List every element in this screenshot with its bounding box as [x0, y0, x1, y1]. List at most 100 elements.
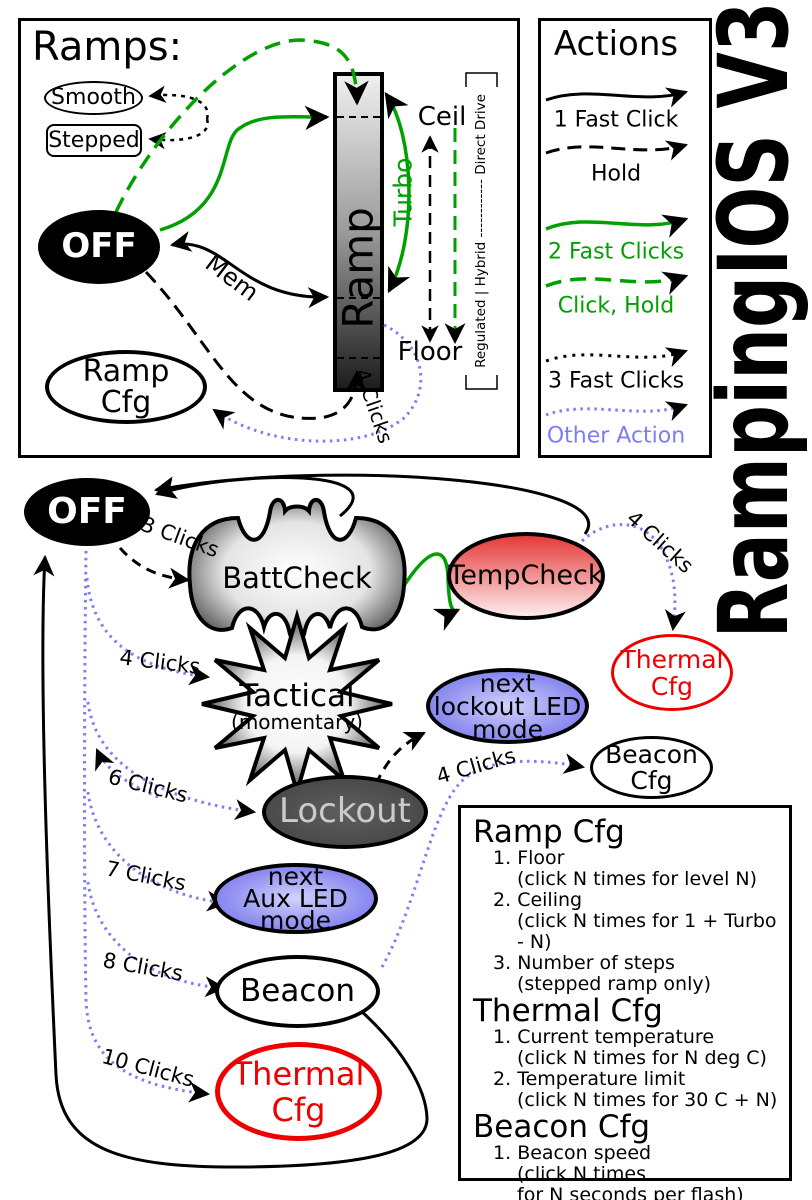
info-note: (click N times	[517, 1163, 646, 1185]
config-info-panel: Ramp Cfg 1. Floor (click N times for lev…	[458, 805, 792, 1200]
thermal-cfg-right-line2: Cfg	[650, 671, 694, 701]
info-item: 1. Floor	[493, 848, 779, 869]
tactical-momentary-label: (momentary)	[231, 710, 363, 734]
legend-label-hold: Hold	[590, 161, 642, 187]
battcheck-label: BattCheck	[222, 561, 372, 595]
off-label: OFF	[47, 491, 127, 533]
edge-off-4clicks-tactical	[85, 577, 211, 686]
edge-off-2clicks-to-ceiling	[159, 105, 330, 232]
thermal-cfg-bottom-line2: Cfg	[271, 1090, 326, 1129]
page-title: RampingIOS V3	[698, 1, 810, 639]
node-next-aux-led-mode: next Aux LED mode	[213, 863, 378, 934]
lockout-label: Lockout	[279, 791, 411, 832]
edge-turbo-arc	[384, 91, 411, 294]
ramp-bar	[333, 72, 384, 392]
legend-label-1-fast-click: 1 Fast Click	[553, 107, 679, 133]
ramp-cfg-top-line2: Cfg	[100, 385, 152, 420]
off-top-label: OFF	[61, 226, 137, 267]
floor-label: Floor	[397, 337, 463, 367]
edge-off-8clicks-beacon	[86, 881, 227, 998]
info-item: 1. Beacon speed	[493, 1143, 779, 1164]
item-num: 2.	[493, 1068, 512, 1090]
edge-beacon-4clicks-beaconcfg	[380, 753, 586, 968]
legend-arrow-other-action	[545, 401, 688, 422]
info-item: 1. Current temperature	[493, 1027, 779, 1048]
legend-label-click-hold: Click, Hold	[557, 293, 675, 319]
thermal-cfg-right-line1: Thermal	[620, 644, 724, 674]
item-title: Ceiling	[517, 889, 583, 911]
turbo-label: Turbo	[388, 157, 418, 227]
edge-toggle-to-stepped	[148, 118, 209, 150]
node-next-lockout-led-mode: next lockout LED mode	[426, 668, 589, 744]
info-heading-ramp-cfg: Ramp Cfg	[473, 814, 625, 850]
legend-label-3-fast-clicks: 3 Fast Clicks	[547, 368, 685, 394]
edge-off-clickhold-to-ceiling	[114, 38, 369, 213]
item-num: 1.	[493, 847, 512, 869]
node-beacon: Beacon	[215, 955, 380, 1028]
edge-tempcheck-to-off	[153, 473, 590, 535]
lockout-led-line1: next	[479, 668, 536, 698]
info-item: 2. Temperature limit	[493, 1069, 779, 1090]
edge-off-7clicks-auxled	[86, 791, 229, 912]
item-num: 1.	[493, 1026, 512, 1048]
edge-off-10clicks-thermalcfg	[83, 550, 211, 1103]
info-note: (click N times for 1 + Turbo - N)	[517, 910, 777, 953]
edge-off-mem-ramp	[169, 231, 330, 309]
info-heading-thermal-cfg: Thermal Cfg	[473, 993, 663, 1029]
ramp-cfg-top-line1: Ramp	[82, 354, 170, 389]
tactical-label: Tactical	[239, 678, 355, 714]
edge-ramp-4clicks-to-rampcfg	[212, 323, 423, 443]
edge-off-6clicks-lockout	[86, 701, 257, 821]
info-note: (stepped ramp only)	[517, 973, 712, 995]
legend-label-2-fast-clicks: 2 Fast Clicks	[547, 239, 685, 265]
info-heading-beacon-cfg: Beacon Cfg	[473, 1109, 651, 1145]
info-note: (click N times for 30 C + N)	[517, 1089, 778, 1111]
item-title: Number of steps	[517, 952, 675, 974]
aux-led-line3: mode	[260, 905, 331, 935]
edge-modes-return-to-off	[33, 554, 429, 1169]
edge-battcheck-to-off	[154, 475, 355, 518]
item-title: Beacon speed	[517, 1142, 652, 1164]
node-off-top: OFF	[38, 210, 160, 284]
stepped-label: Stepped	[48, 127, 140, 153]
edge-tempcheck-4clicks-thermalcfg	[580, 523, 686, 632]
item-num: 3.	[493, 952, 512, 974]
smooth-label: Smooth	[51, 85, 136, 111]
regulation-axis-label: Regulated | Hybrid ------------ Direct D…	[473, 94, 489, 368]
node-thermal-cfg-bottom: Thermal Cfg	[215, 1042, 382, 1141]
item-title: Floor	[517, 847, 565, 869]
info-item: 2. Ceiling	[493, 890, 779, 911]
legend-arrow-click-hold	[545, 271, 689, 295]
legend-arrow-1-fast-click	[545, 87, 689, 108]
legend-arrow-hold	[545, 140, 689, 161]
item-title: Current temperature	[517, 1026, 715, 1048]
node-stepped-ramp: Stepped	[46, 124, 142, 157]
node-off: OFF	[24, 478, 150, 546]
tempcheck-label: TempCheck	[448, 559, 604, 591]
edge-off-3clicks-battcheck	[118, 546, 191, 589]
beacon-cfg-line1: Beacon	[605, 739, 698, 769]
legend-arrow-3-fast-clicks	[545, 347, 688, 368]
ramp-bar-label: Ramp	[333, 207, 383, 329]
ramps-panel-title: Ramps:	[32, 24, 183, 70]
node-smooth-ramp: Smooth	[44, 81, 143, 115]
ceil-label: Ceil	[417, 102, 467, 132]
info-note: (click N times for level N)	[517, 868, 758, 890]
axis-bracket	[465, 72, 498, 390]
node-beacon-cfg: Beacon Cfg	[590, 736, 713, 799]
battcheck-bat-shape	[187, 497, 407, 644]
node-lockout: Lockout	[262, 775, 428, 849]
node-tempcheck: TempCheck	[447, 532, 605, 620]
lockout-led-line2: lockout LED	[433, 691, 582, 721]
node-ramp-cfg-top: Ramp Cfg	[45, 350, 207, 424]
lockout-led-line3: mode	[472, 714, 543, 744]
info-item: 3. Number of steps	[493, 953, 779, 974]
beacon-cfg-line2: Cfg	[630, 765, 673, 795]
ramps-panel	[18, 18, 520, 458]
thermal-cfg-bottom-line1: Thermal	[232, 1054, 365, 1093]
beacon-label: Beacon	[240, 973, 355, 1010]
info-note: for N seconds per flash)	[517, 1184, 744, 1200]
actions-panel	[538, 18, 712, 458]
item-title: Temperature limit	[517, 1068, 686, 1090]
